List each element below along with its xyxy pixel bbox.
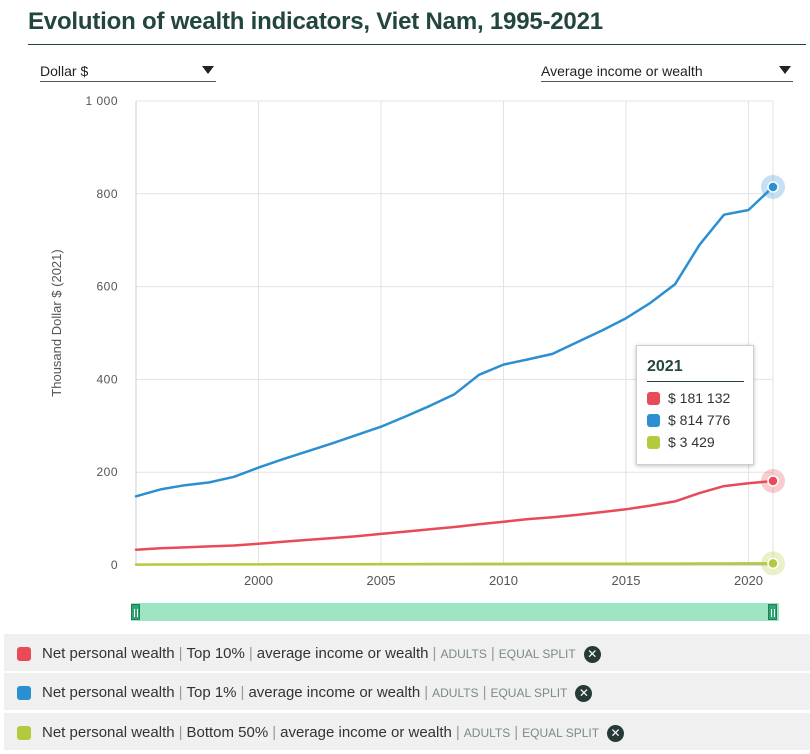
series-line [134, 562, 775, 566]
range-slider-track[interactable] [131, 603, 779, 621]
tooltip-row-top10: $ 181 132 [647, 390, 730, 408]
x-tick-label: 2000 [244, 573, 273, 588]
y-tick-label: 0 [111, 558, 118, 572]
data-point [767, 557, 779, 570]
close-icon[interactable]: ✕ [575, 685, 593, 702]
tooltip-row-top1: $ 814 776 [647, 412, 730, 430]
tooltip-row-bottom50: $ 3 429 [647, 434, 715, 452]
chevron-down-icon [202, 66, 214, 74]
close-icon[interactable]: ✕ [583, 646, 601, 663]
title-divider [28, 44, 806, 45]
indicator-dropdown-value: Average income or wealth [541, 63, 703, 79]
legend-label: Net personal wealth | Bottom 50% | average i… [42, 724, 625, 742]
y-tick-label: 200 [96, 465, 118, 479]
tooltip-swatch [647, 436, 660, 449]
unit-dropdown[interactable]: Dollar $ [40, 58, 216, 82]
tooltip-divider [647, 381, 744, 382]
data-point [767, 475, 779, 487]
tooltip-value: $ 181 132 [668, 390, 731, 406]
tooltip-year: 2021 [647, 358, 683, 375]
y-tick-label: 1 000 [85, 94, 118, 108]
x-tick-label: 2015 [612, 573, 641, 588]
legend-label: Net personal wealth | Top 10% | average inco… [42, 645, 601, 663]
y-tick-label: 400 [96, 372, 118, 386]
tooltip-value: $ 3 429 [668, 434, 715, 450]
hover-tooltip: 2021 $ 181 132 $ 814 776 $ 3 429 [636, 345, 754, 465]
y-tick-label: 600 [96, 280, 118, 294]
unit-dropdown-value: Dollar $ [40, 63, 89, 79]
legend-swatch [17, 647, 31, 661]
legend-item-top1[interactable]: Net personal wealth | Top 1% | average incom… [4, 673, 810, 711]
range-slider-right-handle[interactable] [768, 604, 777, 620]
tooltip-value: $ 814 776 [668, 412, 731, 428]
y-tick-label: 800 [96, 187, 118, 201]
legend-swatch [17, 686, 31, 700]
chart-title: Evolution of wealth indicators, Viet Nam… [28, 8, 603, 35]
y-axis-label: Thousand Dollar $ (2021) [49, 249, 64, 396]
x-tick-label: 2005 [367, 573, 396, 588]
legend-item-top10[interactable]: Net personal wealth | Top 10% | average inco… [4, 634, 810, 672]
x-tick-label: 2020 [734, 573, 763, 588]
legend-swatch [17, 726, 31, 740]
series-line [134, 185, 775, 498]
close-icon[interactable]: ✕ [607, 725, 625, 742]
line-chart: 0 200 400 600 800 1 000 2000 2005 2010 2015 2020 Th… [49, 94, 785, 588]
x-tick-label: 2010 [489, 573, 518, 588]
chevron-down-icon [779, 66, 791, 74]
data-point [767, 181, 779, 193]
tooltip-swatch [647, 392, 660, 405]
tooltip-swatch [647, 414, 660, 427]
legend-item-bottom50[interactable]: Net personal wealth | Bottom 50% | average i… [4, 713, 810, 751]
range-slider-left-handle[interactable] [131, 604, 140, 620]
legend-label: Net personal wealth | Top 1% | average incom… [42, 684, 593, 702]
series-line [134, 479, 775, 551]
indicator-dropdown[interactable]: Average income or wealth [541, 58, 793, 82]
